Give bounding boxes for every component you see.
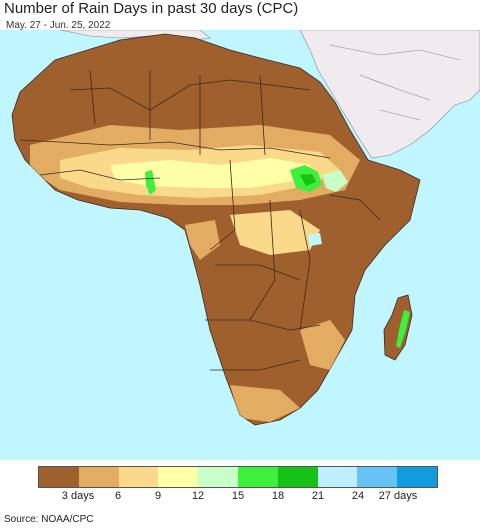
legend-swatch bbox=[198, 467, 238, 487]
legend-label: 3 days bbox=[61, 490, 95, 502]
country-borders bbox=[19, 69, 381, 371]
rain-days-map bbox=[0, 30, 480, 460]
ethiopia-green-21 bbox=[300, 174, 316, 186]
west-africa-green-18 bbox=[145, 170, 156, 195]
map-title: Number of Rain Days in past 30 days (CPC… bbox=[4, 0, 299, 17]
legend-label: 21 bbox=[311, 490, 325, 502]
legend-label: 9 bbox=[154, 490, 162, 502]
legend-label: 18 bbox=[271, 490, 285, 502]
ethiopia-highlands-15 bbox=[322, 170, 348, 192]
legend-swatch bbox=[357, 467, 398, 487]
map-canvas bbox=[11, 30, 480, 426]
legend-swatch bbox=[78, 467, 119, 487]
legend-label: 27 days bbox=[378, 490, 418, 502]
central-patch-9 bbox=[230, 210, 320, 255]
legend-label: 12 bbox=[191, 490, 205, 502]
legend-label: 24 bbox=[351, 490, 365, 502]
middle-east-borders bbox=[329, 44, 461, 121]
legend-label: 15 bbox=[231, 490, 245, 502]
legend-swatch bbox=[237, 467, 278, 487]
arabian-peninsula bbox=[299, 30, 480, 159]
data-source: Source: NOAA/CPC bbox=[4, 514, 94, 525]
sahel-band-12 bbox=[110, 158, 310, 188]
madagascar-east-green bbox=[396, 310, 410, 348]
legend-labels: 3 days 6 9 12 15 18 21 24 27 days bbox=[0, 490, 480, 506]
color-legend bbox=[38, 466, 438, 488]
legend-swatch bbox=[39, 467, 79, 487]
legend-swatch bbox=[397, 467, 437, 487]
east-coast-6 bbox=[300, 320, 345, 370]
rainfall-layer bbox=[30, 125, 360, 422]
west-coast-6 bbox=[185, 220, 220, 260]
legend-swatch bbox=[118, 467, 159, 487]
lake-victoria bbox=[308, 233, 322, 246]
legend-swatch bbox=[317, 467, 358, 487]
legend-label: 6 bbox=[114, 490, 122, 502]
legend-swatch bbox=[158, 467, 199, 487]
legend-swatch bbox=[277, 467, 318, 487]
date-range: May. 27 - Jun. 25, 2022 bbox=[6, 20, 111, 31]
southern-coast-6 bbox=[230, 385, 300, 422]
madagascar bbox=[383, 294, 413, 361]
